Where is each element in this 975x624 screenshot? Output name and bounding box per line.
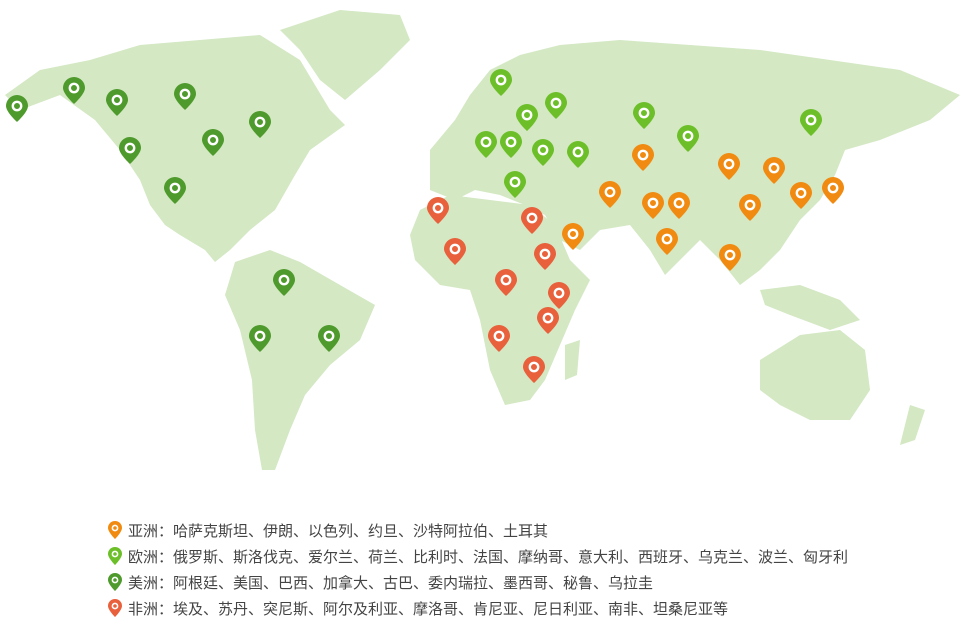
pins xyxy=(6,69,844,383)
map-pin-icon-asia[interactable] xyxy=(656,228,678,255)
legend-africa: 非洲：埃及、苏丹、突尼斯、阿尔及利亚、摩洛哥、肯尼亚、尼日利亚、南非、坦桑尼亚等 xyxy=(108,595,848,621)
north-america xyxy=(5,35,345,262)
world-map xyxy=(5,10,960,470)
map-pin-icon-europe[interactable] xyxy=(500,131,522,158)
map-pin-icon-asia[interactable] xyxy=(822,177,844,204)
map-pin-icon xyxy=(108,521,122,539)
map-pin-icon-asia[interactable] xyxy=(790,182,812,209)
map-pin-icon-americas[interactable] xyxy=(249,111,271,138)
map-pin-icon-europe[interactable] xyxy=(567,141,589,168)
australia xyxy=(760,330,870,420)
map-pin-icon-europe[interactable] xyxy=(545,92,567,119)
map-pin-icon-americas[interactable] xyxy=(318,325,340,352)
map-pin-icon-africa[interactable] xyxy=(523,356,545,383)
map-pin-icon-africa[interactable] xyxy=(488,325,510,352)
legend: 亚洲：哈萨克斯坦、伊朗、以色列、约旦、沙特阿拉伯、土耳其 欧洲：俄罗斯、斯洛伐克… xyxy=(108,517,848,621)
map-pin-icon-africa[interactable] xyxy=(537,307,559,334)
legend-label: 亚洲：哈萨克斯坦、伊朗、以色列、约旦、沙特阿拉伯、土耳其 xyxy=(128,521,549,540)
map-pin-icon-asia[interactable] xyxy=(562,223,584,250)
map-pin-icon xyxy=(108,599,122,617)
legend-europe: 欧洲：俄罗斯、斯洛伐克、爱尔兰、荷兰、比利时、法国、摩纳哥、意大利、西班牙、乌克… xyxy=(108,543,848,569)
map-pin-icon xyxy=(108,547,122,565)
map-pin-icon-europe[interactable] xyxy=(516,104,538,131)
map-pin-icon-asia[interactable] xyxy=(632,144,654,171)
map-pin-icon-asia[interactable] xyxy=(642,192,664,219)
greenland xyxy=(280,10,410,100)
map-pin-icon-africa[interactable] xyxy=(548,282,570,309)
map-pin-icon-europe[interactable] xyxy=(475,131,497,158)
map-pin-icon-africa[interactable] xyxy=(495,269,517,296)
map-pin-icon-americas[interactable] xyxy=(6,95,28,122)
madagascar xyxy=(565,340,580,380)
map-pin-icon-europe[interactable] xyxy=(633,102,655,129)
map-pin-icon-americas[interactable] xyxy=(106,89,128,116)
map-pin-icon-europe[interactable] xyxy=(800,109,822,136)
map-pin-icon-africa[interactable] xyxy=(534,243,556,270)
map-pin-icon-americas[interactable] xyxy=(164,177,186,204)
legend-americas: 美洲：阿根廷、美国、巴西、加拿大、古巴、委内瑞拉、墨西哥、秘鲁、乌拉圭 xyxy=(108,569,848,595)
map-pin-icon-africa[interactable] xyxy=(444,238,466,265)
new-zealand xyxy=(900,405,925,445)
map-pin-icon-asia[interactable] xyxy=(718,153,740,180)
legend-label: 美洲：阿根廷、美国、巴西、加拿大、古巴、委内瑞拉、墨西哥、秘鲁、乌拉圭 xyxy=(128,573,654,592)
southeast-asia-islands xyxy=(760,285,860,330)
map-pin-icon-africa[interactable] xyxy=(521,207,543,234)
map-pin-icon-americas[interactable] xyxy=(273,269,295,296)
map-pin-icon-asia[interactable] xyxy=(763,157,785,184)
map-pin-icon xyxy=(108,573,122,591)
map-pin-icon-americas[interactable] xyxy=(119,137,141,164)
legend-label: 欧洲：俄罗斯、斯洛伐克、爱尔兰、荷兰、比利时、法国、摩纳哥、意大利、西班牙、乌克… xyxy=(128,547,849,566)
map-pin-icon-asia[interactable] xyxy=(719,244,741,271)
legend-asia: 亚洲：哈萨克斯坦、伊朗、以色列、约旦、沙特阿拉伯、土耳其 xyxy=(108,517,848,543)
map-pin-icon-asia[interactable] xyxy=(599,181,621,208)
continents xyxy=(5,10,960,470)
south-america xyxy=(225,250,375,470)
map-pin-icon-europe[interactable] xyxy=(504,171,526,198)
map-pin-icon-europe[interactable] xyxy=(490,69,512,96)
legend-label: 非洲：埃及、苏丹、突尼斯、阿尔及利亚、摩洛哥、肯尼亚、尼日利亚、南非、坦桑尼亚等 xyxy=(128,599,729,618)
map-pin-icon-africa[interactable] xyxy=(427,197,449,224)
map-pin-icon-asia[interactable] xyxy=(739,194,761,221)
map-pin-icon-americas[interactable] xyxy=(202,129,224,156)
map-pin-icon-europe[interactable] xyxy=(532,139,554,166)
map-pin-icon-americas[interactable] xyxy=(249,325,271,352)
map-pin-icon-europe[interactable] xyxy=(677,125,699,152)
map-pin-icon-asia[interactable] xyxy=(668,192,690,219)
map-pin-icon-americas[interactable] xyxy=(63,77,85,104)
map-pin-icon-americas[interactable] xyxy=(174,83,196,110)
